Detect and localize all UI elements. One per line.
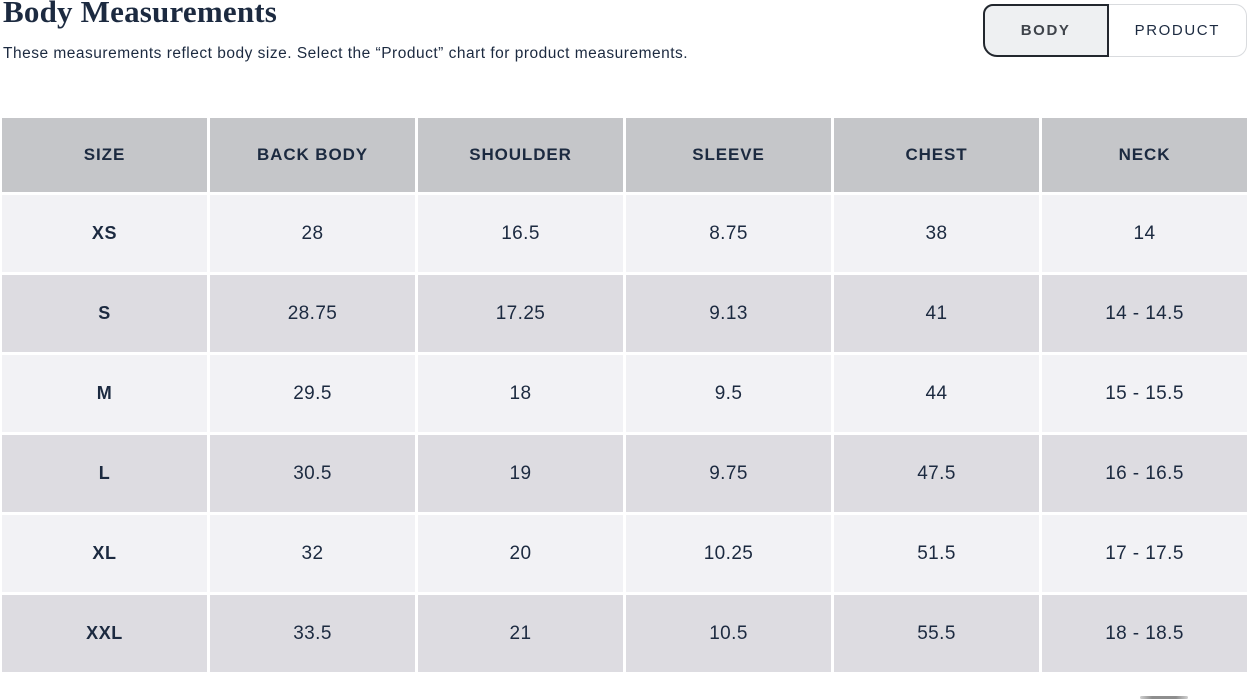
header-cell: SHOULDER: [418, 118, 623, 192]
table-cell: 29.5: [210, 355, 415, 432]
table-cell: 44: [834, 355, 1039, 432]
table-cell: 55.5: [834, 595, 1039, 672]
size-table: SIZE BACK BODY SHOULDER SLEEVE CHEST NECK XS 28…: [2, 118, 1247, 672]
table-cell: 41: [834, 275, 1039, 352]
table-cell: 8.75: [626, 195, 831, 272]
table-cell: 19: [418, 435, 623, 512]
cutoff-next-section-edge: [1140, 696, 1188, 699]
header-cell: SLEEVE: [626, 118, 831, 192]
header-cell: SIZE: [2, 118, 207, 192]
page-title: Body Measurements: [3, 0, 278, 29]
header-cell: NECK: [1042, 118, 1247, 192]
table-cell: 16.5: [418, 195, 623, 272]
table-cell: 9.13: [626, 275, 831, 352]
header-cell: BACK BODY: [210, 118, 415, 192]
header-cell: CHEST: [834, 118, 1039, 192]
table-cell: 9.5: [626, 355, 831, 432]
table-cell: 18: [418, 355, 623, 432]
body-tab-button[interactable]: BODY: [982, 4, 1109, 57]
size-cell: M: [2, 355, 207, 432]
table-cell: 21: [418, 595, 623, 672]
table-cell: 10.5: [626, 595, 831, 672]
size-cell: L: [2, 435, 207, 512]
table-cell: 32: [210, 515, 415, 592]
table-cell: 30.5: [210, 435, 415, 512]
table-cell: 14 - 14.5: [1042, 275, 1247, 352]
table-cell: 14: [1042, 195, 1247, 272]
size-cell: XL: [2, 515, 207, 592]
size-cell: XXL: [2, 595, 207, 672]
table-cell: 38: [834, 195, 1039, 272]
table-cell: 16 - 16.5: [1042, 435, 1247, 512]
table-cell: 9.75: [626, 435, 831, 512]
size-cell: XS: [2, 195, 207, 272]
table-cell: 28: [210, 195, 415, 272]
table-cell: 33.5: [210, 595, 415, 672]
table-cell: 10.25: [626, 515, 831, 592]
table-cell: 28.75: [210, 275, 415, 352]
page-subtitle: These measurements reflect body size. Se…: [3, 45, 689, 62]
product-tab-button[interactable]: PRODUCT: [1108, 4, 1247, 57]
size-cell: S: [2, 275, 207, 352]
table-cell: 47.5: [834, 435, 1039, 512]
table-cell: 51.5: [834, 515, 1039, 592]
table-cell: 20: [418, 515, 623, 592]
table-cell: 17 - 17.5: [1042, 515, 1247, 592]
table-cell: 17.25: [418, 275, 623, 352]
table-cell: 18 - 18.5: [1042, 595, 1247, 672]
chart-type-toggle: BODY PRODUCT: [982, 4, 1247, 57]
table-cell: 15 - 15.5: [1042, 355, 1247, 432]
